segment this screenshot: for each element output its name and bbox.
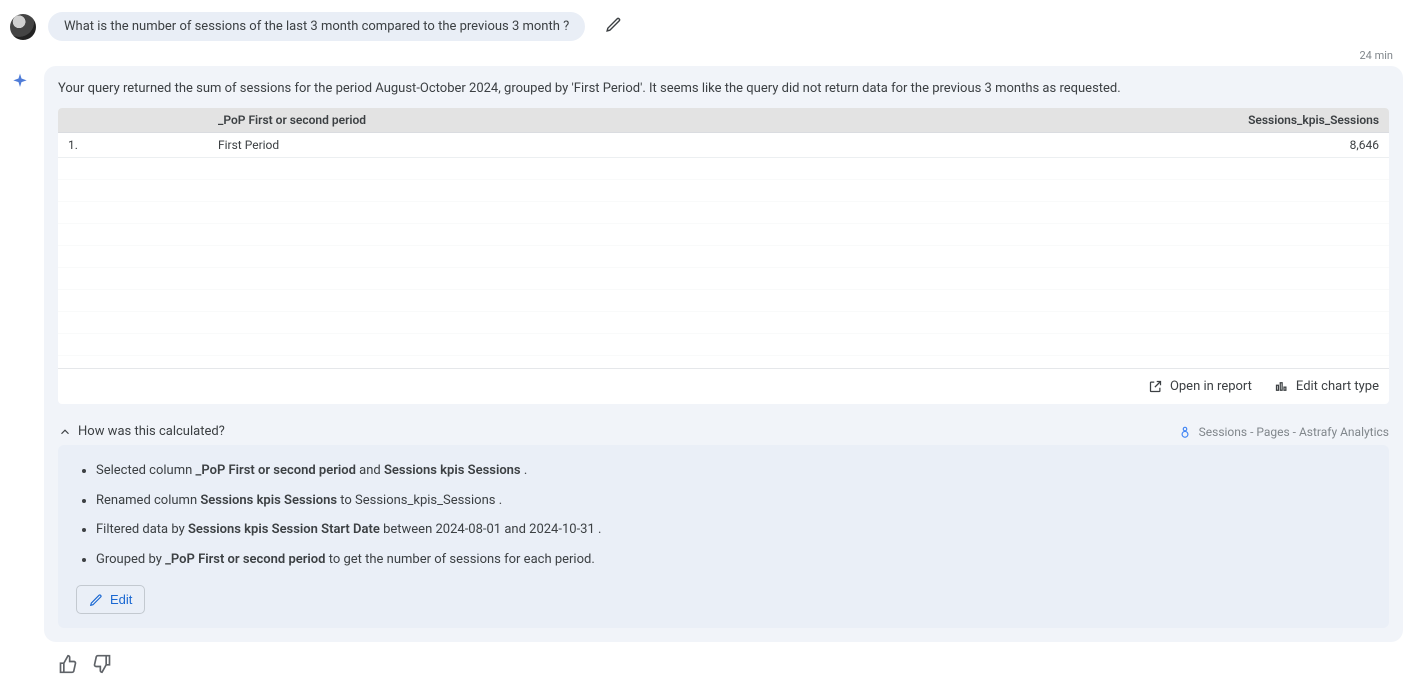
calc-step: Filtered data by Sessions kpis Session S…: [96, 520, 1371, 540]
edit-chart-type-button[interactable]: Edit chart type: [1274, 379, 1379, 394]
result-table: _PoP First or second period Sessions_kpi…: [58, 108, 1389, 158]
calc-step: Renamed column Sessions kpis Sessions to…: [96, 491, 1371, 511]
table-row: 1. First Period 8,646: [58, 133, 1389, 158]
calculation-toggle[interactable]: How was this calculated?: [58, 424, 225, 439]
col-index: [58, 108, 208, 133]
edit-calculation-label: Edit: [110, 592, 132, 607]
cell-period: First Period: [208, 133, 830, 158]
thumbs-up-button[interactable]: [58, 654, 78, 678]
chevron-up-icon: [58, 425, 72, 439]
open-external-icon: [1148, 379, 1163, 394]
calculation-toggle-label: How was this calculated?: [78, 424, 225, 439]
timestamp: 24 min: [10, 45, 1403, 66]
data-source-label: Sessions - Pages - Astrafy Analytics: [1199, 425, 1389, 439]
data-source-badge: Sessions - Pages - Astrafy Analytics: [1178, 425, 1389, 439]
cell-sessions: 8,646: [830, 133, 1389, 158]
pencil-icon: [89, 593, 103, 607]
cell-index: 1.: [58, 133, 208, 158]
open-in-report-label: Open in report: [1170, 379, 1252, 394]
edit-query-icon[interactable]: [605, 16, 622, 37]
edit-chart-type-label: Edit chart type: [1296, 379, 1379, 394]
calculation-body: Selected column _PoP First or second per…: [58, 445, 1389, 628]
looker-icon: [1178, 425, 1192, 439]
col-period: _PoP First or second period: [208, 108, 830, 133]
col-sessions: Sessions_kpis_Sessions: [830, 108, 1389, 133]
assistant-spark-icon: [10, 72, 30, 92]
user-query-text: What is the number of sessions of the la…: [64, 19, 569, 34]
table-footer: Open in report Edit chart type: [58, 368, 1389, 404]
user-query-bubble: What is the number of sessions of the la…: [48, 12, 585, 41]
open-in-report-button[interactable]: Open in report: [1148, 379, 1252, 394]
thumbs-up-icon: [58, 654, 78, 674]
user-avatar: [10, 14, 36, 40]
empty-rows-area: [58, 158, 1389, 368]
response-summary: Your query returned the sum of sessions …: [44, 66, 1403, 108]
calc-step: Selected column _PoP First or second per…: [96, 461, 1371, 481]
thumbs-down-icon: [92, 654, 112, 674]
edit-calculation-button[interactable]: Edit: [76, 585, 145, 614]
chart-icon: [1274, 379, 1289, 394]
calc-step: Grouped by _PoP First or second period t…: [96, 550, 1371, 570]
thumbs-down-button[interactable]: [92, 654, 112, 678]
response-card: Your query returned the sum of sessions …: [44, 66, 1403, 642]
